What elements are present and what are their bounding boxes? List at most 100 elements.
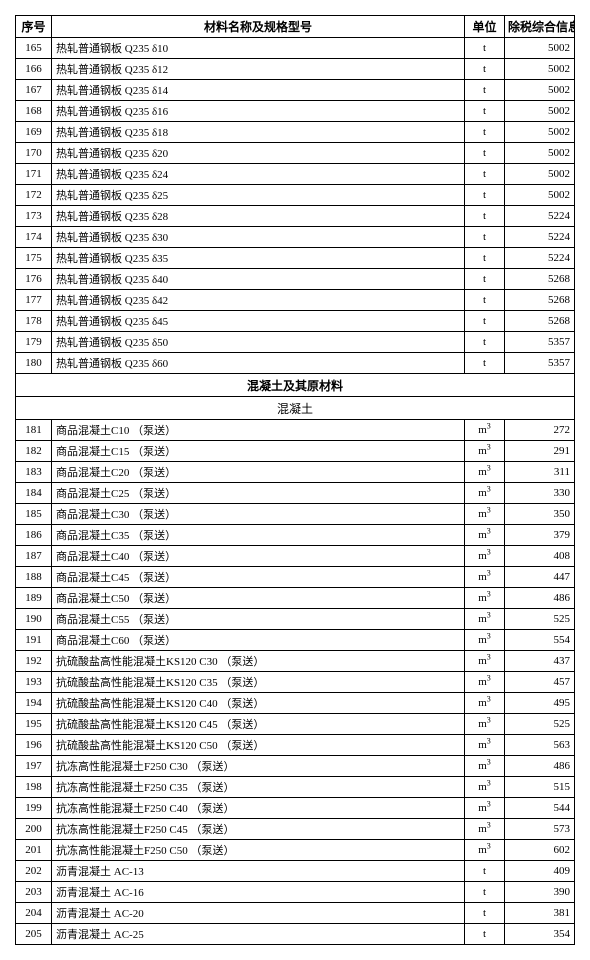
cell-unit: t <box>465 122 505 143</box>
cell-price: 495 <box>505 693 575 714</box>
sub-header-row: 混凝土 <box>16 397 575 420</box>
cell-seq: 182 <box>16 441 52 462</box>
cell-name: 沥青混凝土 AC-25 <box>52 924 465 945</box>
cell-price: 486 <box>505 756 575 777</box>
table-row: 200抗冻高性能混凝土F250 C45 （泵送）m3573 <box>16 819 575 840</box>
cell-unit: m3 <box>465 798 505 819</box>
cell-name: 商品混凝土C20 （泵送） <box>52 462 465 483</box>
cell-name: 沥青混凝土 AC-20 <box>52 903 465 924</box>
table-row: 167热轧普通钢板 Q235 δ14t5002 <box>16 80 575 101</box>
cell-price: 602 <box>505 840 575 861</box>
cell-unit: m3 <box>465 714 505 735</box>
table-row: 186商品混凝土C35 （泵送）m3379 <box>16 525 575 546</box>
cell-price: 457 <box>505 672 575 693</box>
cell-name: 抗冻高性能混凝土F250 C40 （泵送） <box>52 798 465 819</box>
cell-name: 商品混凝土C40 （泵送） <box>52 546 465 567</box>
cell-unit: m3 <box>465 525 505 546</box>
cell-name: 抗硫酸盐高性能混凝土KS120 C45 （泵送） <box>52 714 465 735</box>
cell-unit: m3 <box>465 672 505 693</box>
cell-unit: t <box>465 248 505 269</box>
cell-seq: 177 <box>16 290 52 311</box>
table-row: 173热轧普通钢板 Q235 δ28t5224 <box>16 206 575 227</box>
cell-name: 商品混凝土C25 （泵送） <box>52 483 465 504</box>
cell-unit: t <box>465 332 505 353</box>
cell-price: 554 <box>505 630 575 651</box>
table-row: 181商品混凝土C10 （泵送）m3272 <box>16 420 575 441</box>
cell-seq: 205 <box>16 924 52 945</box>
table-row: 168热轧普通钢板 Q235 δ16t5002 <box>16 101 575 122</box>
cell-seq: 175 <box>16 248 52 269</box>
cell-seq: 178 <box>16 311 52 332</box>
table-row: 184商品混凝土C25 （泵送）m3330 <box>16 483 575 504</box>
cell-seq: 194 <box>16 693 52 714</box>
table-row: 205沥青混凝土 AC-25t354 <box>16 924 575 945</box>
cell-name: 热轧普通钢板 Q235 δ10 <box>52 38 465 59</box>
cell-seq: 176 <box>16 269 52 290</box>
cell-unit: t <box>465 101 505 122</box>
cell-price: 573 <box>505 819 575 840</box>
cell-price: 5002 <box>505 143 575 164</box>
cell-name: 商品混凝土C30 （泵送） <box>52 504 465 525</box>
table-row: 174热轧普通钢板 Q235 δ30t5224 <box>16 227 575 248</box>
cell-price: 447 <box>505 567 575 588</box>
cell-name: 商品混凝土C50 （泵送） <box>52 588 465 609</box>
cell-unit: t <box>465 861 505 882</box>
cell-seq: 192 <box>16 651 52 672</box>
cell-name: 热轧普通钢板 Q235 δ24 <box>52 164 465 185</box>
cell-seq: 197 <box>16 756 52 777</box>
cell-price: 5268 <box>505 290 575 311</box>
cell-seq: 199 <box>16 798 52 819</box>
cell-name: 热轧普通钢板 Q235 δ28 <box>52 206 465 227</box>
table-row: 180热轧普通钢板 Q235 δ60t5357 <box>16 353 575 374</box>
cell-price: 5268 <box>505 269 575 290</box>
table-row: 185商品混凝土C30 （泵送）m3350 <box>16 504 575 525</box>
cell-seq: 202 <box>16 861 52 882</box>
section-title: 混凝土及其原材料 <box>16 374 575 397</box>
cell-unit: m3 <box>465 630 505 651</box>
section-header-row: 混凝土及其原材料 <box>16 374 575 397</box>
cell-seq: 200 <box>16 819 52 840</box>
cell-seq: 179 <box>16 332 52 353</box>
table-row: 199抗冻高性能混凝土F250 C40 （泵送）m3544 <box>16 798 575 819</box>
table-row: 183商品混凝土C20 （泵送）m3311 <box>16 462 575 483</box>
cell-unit: t <box>465 38 505 59</box>
cell-price: 354 <box>505 924 575 945</box>
cell-unit: t <box>465 143 505 164</box>
cell-seq: 166 <box>16 59 52 80</box>
cell-price: 409 <box>505 861 575 882</box>
cell-name: 抗硫酸盐高性能混凝土KS120 C30 （泵送） <box>52 651 465 672</box>
cell-price: 5002 <box>505 101 575 122</box>
cell-price: 515 <box>505 777 575 798</box>
cell-price: 5224 <box>505 248 575 269</box>
cell-seq: 201 <box>16 840 52 861</box>
cell-seq: 184 <box>16 483 52 504</box>
cell-unit: t <box>465 290 505 311</box>
cell-name: 热轧普通钢板 Q235 δ42 <box>52 290 465 311</box>
cell-price: 379 <box>505 525 575 546</box>
cell-price: 350 <box>505 504 575 525</box>
table-row: 170热轧普通钢板 Q235 δ20t5002 <box>16 143 575 164</box>
cell-seq: 204 <box>16 903 52 924</box>
cell-name: 商品混凝土C35 （泵送） <box>52 525 465 546</box>
cell-name: 商品混凝土C55 （泵送） <box>52 609 465 630</box>
table-row: 166热轧普通钢板 Q235 δ12t5002 <box>16 59 575 80</box>
cell-seq: 190 <box>16 609 52 630</box>
cell-seq: 195 <box>16 714 52 735</box>
table-row: 193抗硫酸盐高性能混凝土KS120 C35 （泵送）m3457 <box>16 672 575 693</box>
cell-price: 5002 <box>505 164 575 185</box>
cell-unit: t <box>465 924 505 945</box>
cell-unit: m3 <box>465 651 505 672</box>
table-row: 179热轧普通钢板 Q235 δ50t5357 <box>16 332 575 353</box>
cell-name: 热轧普通钢板 Q235 δ12 <box>52 59 465 80</box>
cell-name: 商品混凝土C60 （泵送） <box>52 630 465 651</box>
cell-price: 5224 <box>505 206 575 227</box>
cell-name: 热轧普通钢板 Q235 δ18 <box>52 122 465 143</box>
cell-seq: 173 <box>16 206 52 227</box>
cell-seq: 170 <box>16 143 52 164</box>
cell-name: 热轧普通钢板 Q235 δ45 <box>52 311 465 332</box>
cell-price: 291 <box>505 441 575 462</box>
cell-seq: 174 <box>16 227 52 248</box>
cell-seq: 167 <box>16 80 52 101</box>
cell-seq: 180 <box>16 353 52 374</box>
cell-unit: m3 <box>465 777 505 798</box>
